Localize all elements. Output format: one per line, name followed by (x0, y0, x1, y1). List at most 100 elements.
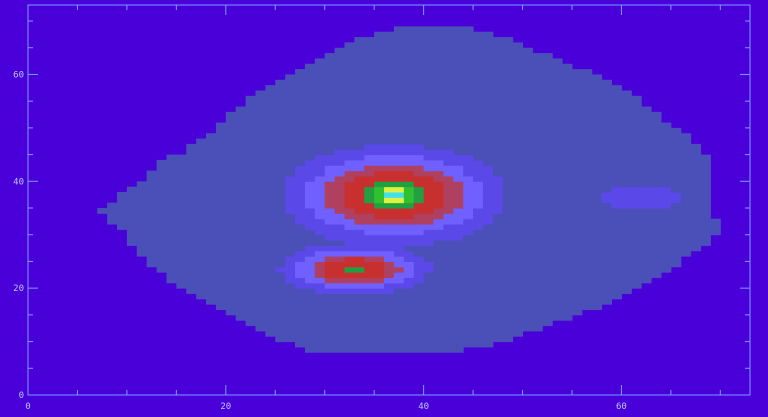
heatmap-cell (562, 208, 573, 214)
heatmap-cell (443, 186, 454, 193)
heatmap-cell (364, 133, 375, 140)
heatmap-cell (453, 127, 464, 134)
heatmap-cell (245, 122, 256, 129)
heatmap-cell (196, 208, 207, 214)
heatmap-cell (265, 133, 276, 140)
heatmap-cell (265, 90, 276, 97)
heatmap-cell (384, 42, 395, 49)
heatmap-cell (492, 261, 504, 268)
heatmap-cell (463, 277, 474, 284)
heatmap-cell (245, 208, 256, 214)
heatmap-cell (354, 202, 365, 209)
heatmap-cell (433, 143, 444, 150)
heatmap-cell (393, 234, 405, 241)
heatmap-cell (641, 272, 652, 278)
heatmap-cell (522, 293, 533, 300)
heatmap-cell (245, 288, 256, 294)
heatmap-cell (542, 272, 553, 278)
heatmap-cell (314, 74, 326, 81)
heatmap-cell (374, 37, 385, 43)
heatmap-cell (562, 63, 573, 70)
heatmap-cell (255, 127, 266, 134)
heatmap-cell (225, 218, 237, 225)
heatmap-cell (354, 58, 365, 65)
heatmap-cell (196, 143, 207, 150)
heatmap-cell (255, 191, 266, 198)
heatmap-cell (522, 208, 533, 214)
heatmap-cell (690, 186, 702, 193)
heatmap-cell (304, 138, 316, 145)
heatmap-cell (670, 240, 682, 246)
heatmap-cell (295, 127, 306, 134)
heatmap-cell (473, 90, 484, 97)
heatmap-cell (700, 197, 711, 204)
heatmap-cell (354, 346, 365, 353)
heatmap-cell (374, 234, 385, 241)
heatmap-cell (156, 229, 167, 236)
heatmap-cell (176, 170, 187, 177)
heatmap-cell (433, 202, 444, 209)
heatmap-cell (571, 154, 583, 161)
heatmap-cell (334, 272, 345, 278)
heatmap-cell (255, 111, 266, 118)
heatmap-cell (235, 213, 247, 220)
heatmap-cell (265, 149, 276, 156)
heatmap-cell (166, 277, 177, 284)
heatmap-cell (206, 213, 217, 220)
heatmap-cell (443, 272, 454, 278)
heatmap-cell (502, 79, 514, 86)
heatmap-cell (403, 101, 415, 107)
heatmap-cell (502, 304, 514, 311)
heatmap-cell (512, 74, 524, 81)
heatmap-cell (206, 159, 217, 166)
heatmap-cell (562, 234, 573, 241)
heatmap-cell (492, 74, 504, 81)
heatmap-cell (413, 208, 425, 214)
heatmap-cell (542, 170, 553, 177)
heatmap-cell (156, 245, 167, 252)
heatmap-cell (403, 314, 415, 321)
heatmap-cell (304, 69, 316, 75)
heatmap-cell (473, 79, 484, 86)
heatmap-cell (542, 224, 553, 230)
heatmap-cell (354, 181, 365, 188)
heatmap-cell (374, 277, 385, 284)
heatmap-cell (433, 95, 444, 102)
heatmap-cell (295, 293, 306, 300)
heatmap-cell (314, 127, 326, 134)
heatmap-cell (324, 224, 336, 230)
heatmap-cell (542, 191, 553, 198)
heatmap-cell (304, 213, 316, 220)
heatmap-cell (552, 218, 563, 225)
heatmap-cell (463, 79, 474, 86)
heatmap-cell (255, 175, 266, 182)
heatmap-cell (364, 213, 375, 220)
heatmap-cell (304, 218, 316, 225)
heatmap-cell (196, 191, 207, 198)
heatmap-cell (532, 127, 543, 134)
heatmap-cell (295, 240, 306, 246)
heatmap-cell (591, 256, 603, 262)
heatmap-cell (413, 90, 425, 97)
heatmap-cell (176, 256, 187, 262)
heatmap-cell (403, 261, 415, 268)
heatmap-cell (196, 229, 207, 236)
heatmap-cell (393, 218, 405, 225)
heatmap-cell (562, 165, 573, 172)
heatmap-cell (562, 240, 573, 246)
heatmap-cell (532, 90, 543, 97)
heatmap-cell (334, 250, 345, 257)
heatmap-cell (492, 138, 504, 145)
heatmap-cell (552, 213, 563, 220)
heatmap-cell (275, 256, 286, 262)
heatmap-cell (631, 175, 642, 182)
heatmap-cell (413, 261, 425, 268)
heatmap-cell (542, 261, 553, 268)
heatmap-cell (532, 95, 543, 102)
heatmap-cell (314, 154, 326, 161)
heatmap-cell (186, 282, 197, 289)
heatmap-cell (552, 63, 563, 70)
heatmap-cell (374, 325, 385, 332)
heatmap-cell (453, 250, 464, 257)
heatmap-cell (581, 181, 593, 188)
